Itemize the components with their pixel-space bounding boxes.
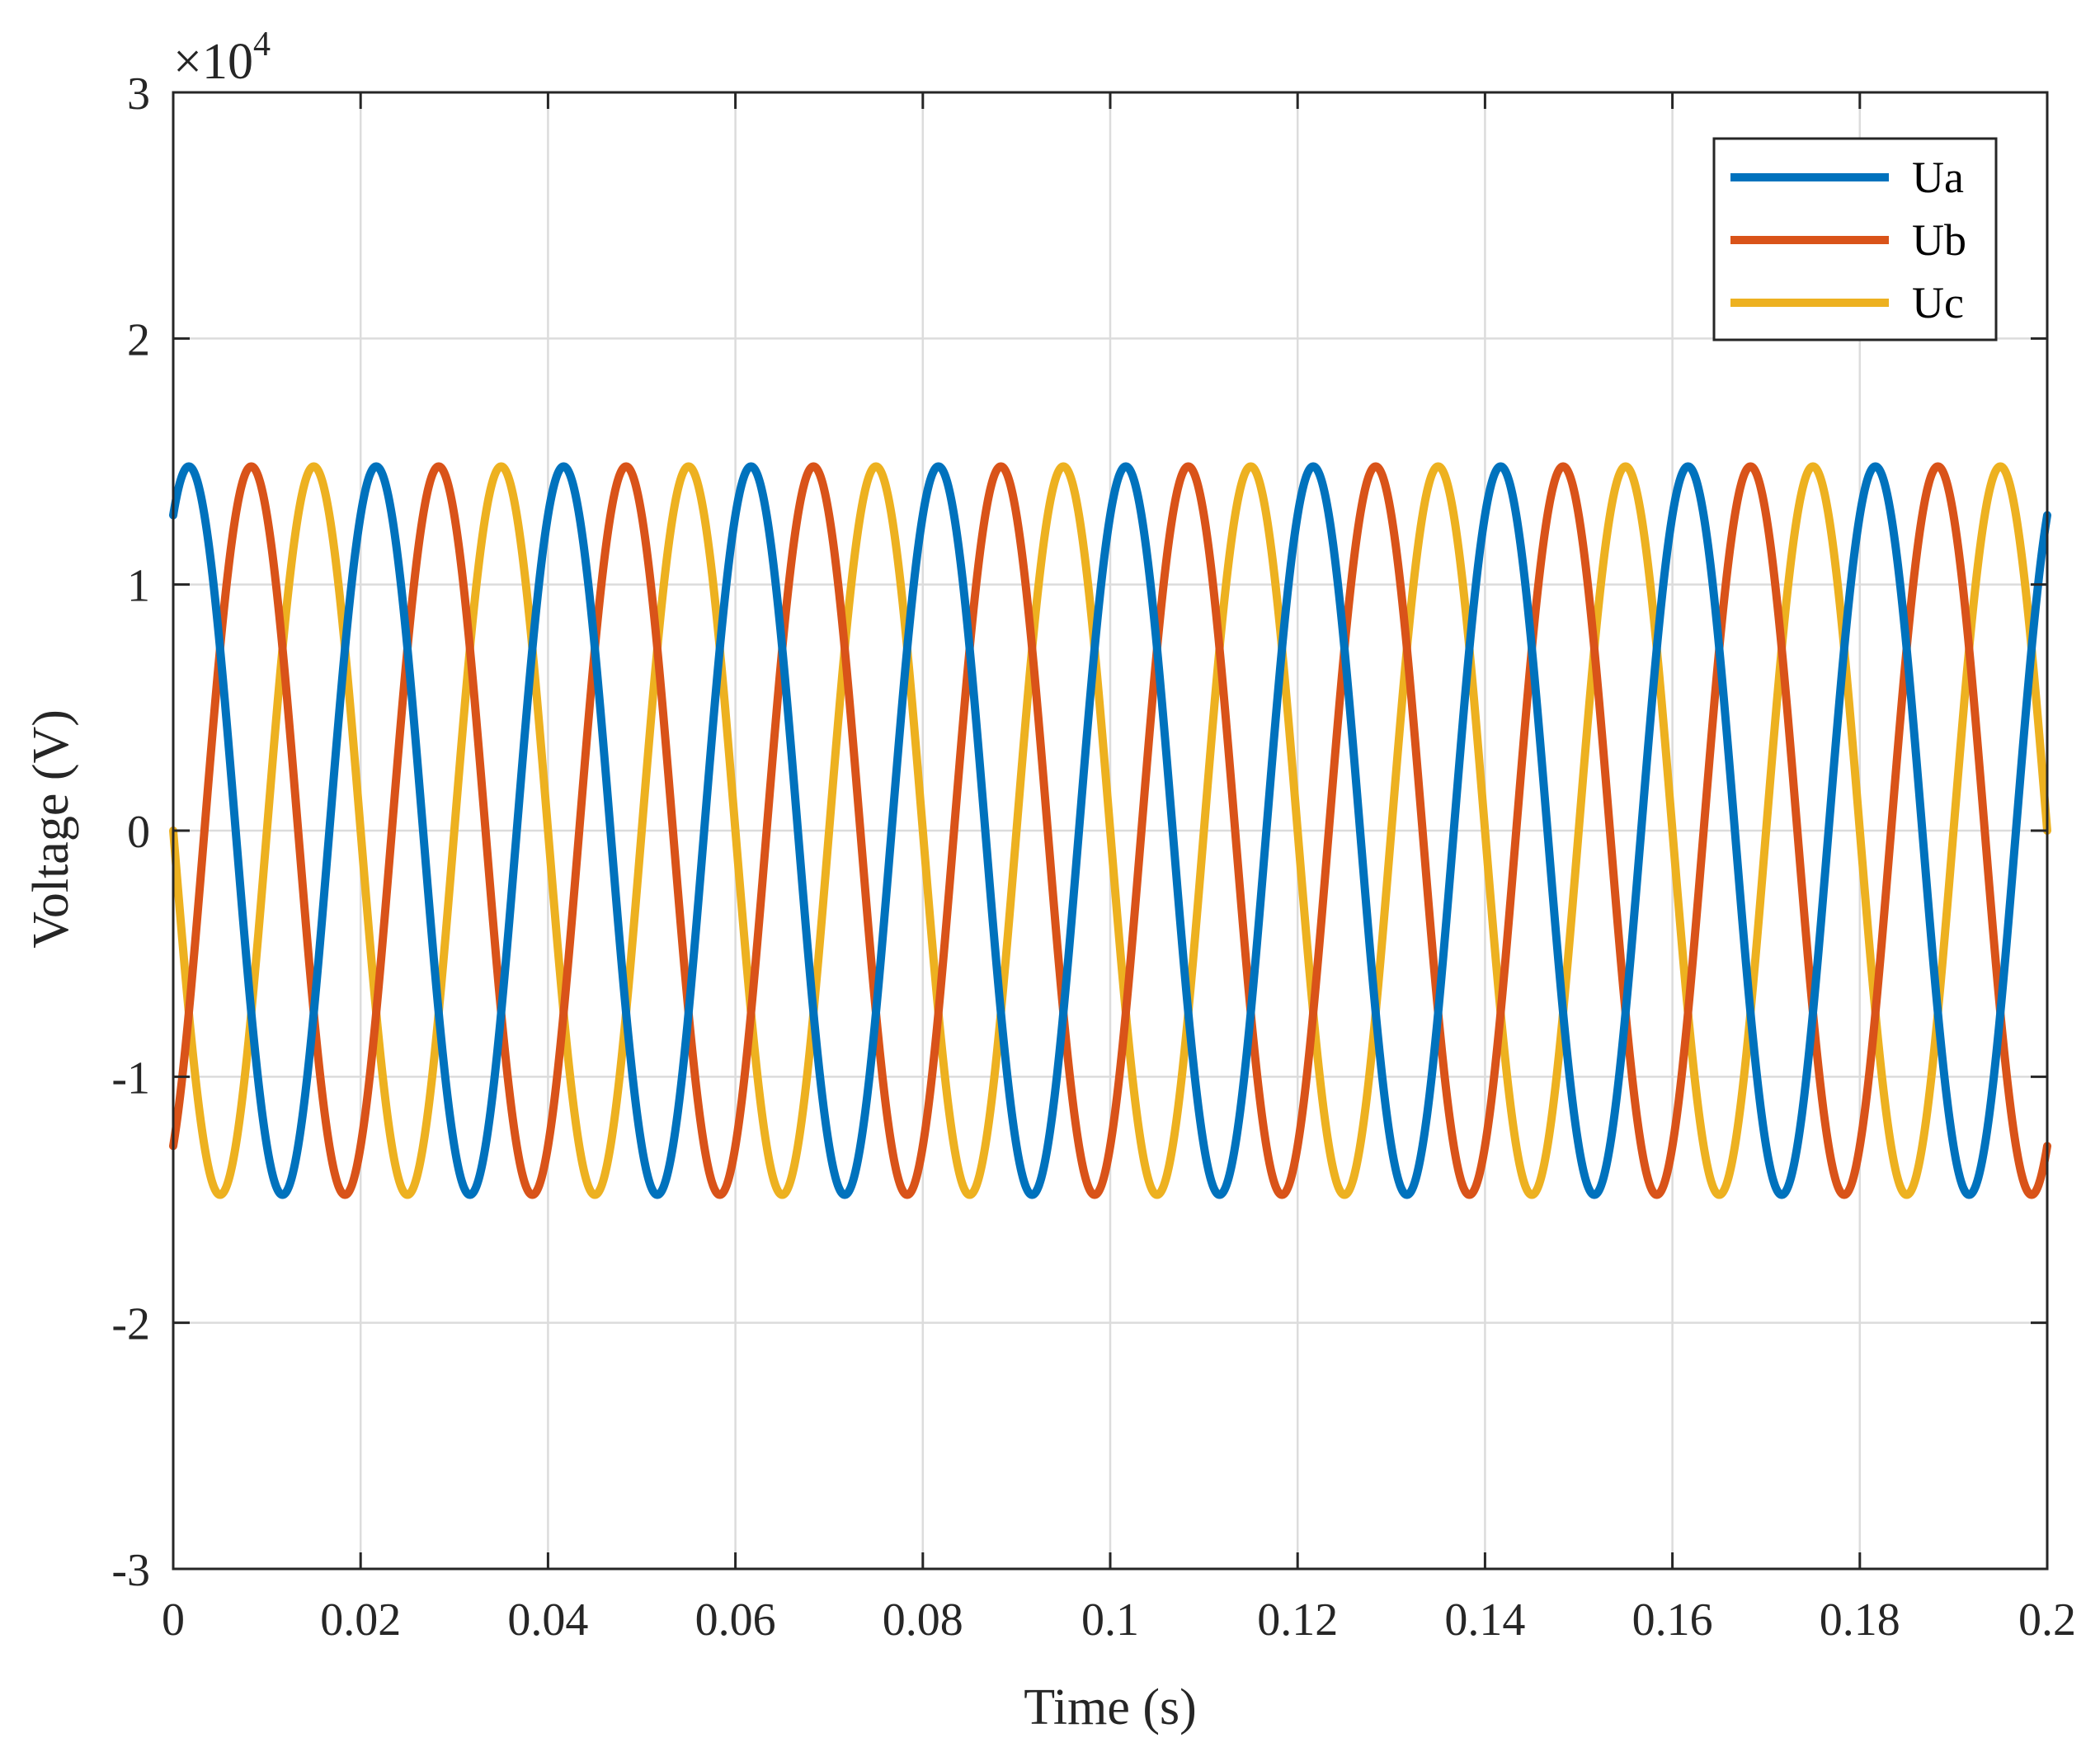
series-line-uc bbox=[169, 462, 2051, 1199]
legend-label-uc: Uc bbox=[1912, 278, 1964, 327]
legend-label-ua: Ua bbox=[1912, 153, 1964, 202]
series-line-ub bbox=[169, 462, 2051, 1199]
y-tick-label: 0 bbox=[127, 807, 150, 858]
legend-label-ub: Ub bbox=[1912, 215, 1966, 265]
x-tick-label: 0 bbox=[162, 1594, 185, 1646]
y-tick-label: -1 bbox=[111, 1053, 150, 1104]
y-axis-label: Voltage (V) bbox=[23, 709, 79, 949]
x-axis-label: Time (s) bbox=[1024, 1679, 1197, 1736]
y-axis-exponent: ×104 bbox=[173, 26, 271, 90]
x-tick-label: 0.16 bbox=[1632, 1594, 1713, 1646]
y-tick-labels: -3 -2 -1 0 1 2 3 bbox=[111, 68, 150, 1596]
x-tick-label: 0.08 bbox=[883, 1594, 963, 1646]
legend: Ua Ub Uc bbox=[1712, 137, 1998, 341]
x-tick-label: 0.12 bbox=[1257, 1594, 1338, 1646]
y-tick-label: -2 bbox=[111, 1299, 150, 1350]
x-tick-label: 0.06 bbox=[695, 1594, 776, 1646]
y-tick-label: 1 bbox=[127, 561, 150, 612]
x-tick-label: 0.18 bbox=[1820, 1594, 1900, 1646]
y-tick-label: 2 bbox=[127, 314, 150, 365]
tick-marks bbox=[172, 91, 2049, 1571]
x-tick-label: 0.1 bbox=[1081, 1594, 1139, 1646]
y-tick-label: 3 bbox=[127, 68, 150, 120]
x-tick-label: 0.04 bbox=[507, 1594, 588, 1646]
x-tick-label: 0.14 bbox=[1444, 1594, 1525, 1646]
series-line-ua bbox=[169, 462, 2051, 1199]
x-tick-label: 0.02 bbox=[320, 1594, 401, 1646]
series-lines bbox=[169, 462, 2051, 1199]
x-tick-labels: 0 0.02 0.04 0.06 0.08 0.1 0.12 0.14 0.16 0.18 0.2 bbox=[162, 1594, 2076, 1646]
x-tick-label: 0.2 bbox=[2018, 1594, 2076, 1646]
y-tick-label: -3 bbox=[111, 1545, 150, 1596]
